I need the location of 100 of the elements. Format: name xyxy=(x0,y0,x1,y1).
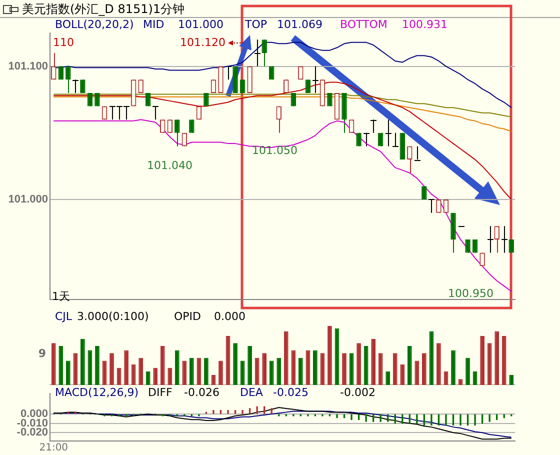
bar xyxy=(276,358,282,385)
bar xyxy=(110,353,114,385)
bar xyxy=(451,350,456,385)
bar xyxy=(182,360,187,385)
bar xyxy=(80,338,85,385)
candlestick xyxy=(276,106,282,134)
candlestick xyxy=(312,66,319,94)
bar xyxy=(414,360,420,385)
bar xyxy=(487,343,492,385)
text: MID xyxy=(143,18,164,31)
text: 0.000 xyxy=(214,310,246,323)
bar xyxy=(254,358,260,385)
candlestick xyxy=(284,79,289,94)
bar xyxy=(378,353,383,385)
candlestick xyxy=(152,106,159,120)
annotation: 110 xyxy=(53,36,74,49)
text: 9 xyxy=(38,346,46,360)
annotation: 101.050 xyxy=(252,144,298,157)
bar xyxy=(400,364,405,385)
chart-title: 美元指数(外汇_D 8151)1分钟 xyxy=(22,1,185,18)
bar xyxy=(509,374,514,385)
text: TOP xyxy=(244,18,268,31)
candlestick xyxy=(72,79,79,94)
bar xyxy=(371,338,376,385)
candlestick xyxy=(501,226,508,254)
bar xyxy=(66,360,70,385)
bar xyxy=(190,358,194,385)
annotation: DIFF xyxy=(148,386,172,399)
candlestick xyxy=(254,39,261,67)
y-tick-label: 101.000 xyxy=(8,194,48,206)
candlestick xyxy=(240,79,246,94)
bar xyxy=(502,336,506,385)
bar xyxy=(174,350,180,385)
bar xyxy=(422,353,426,385)
candlestick xyxy=(138,79,144,94)
bar xyxy=(298,358,303,385)
candlestick xyxy=(407,146,412,174)
candlestick xyxy=(363,132,370,147)
bar xyxy=(269,360,274,385)
bar xyxy=(328,326,332,385)
annotation: 101.040 xyxy=(147,158,192,172)
bar xyxy=(168,368,172,385)
bar xyxy=(494,331,500,385)
bar xyxy=(248,346,252,385)
candlestick xyxy=(80,79,86,94)
annotation: 101.120 xyxy=(180,36,226,49)
bar xyxy=(138,358,143,385)
text: BOTTOM xyxy=(340,18,388,31)
bar xyxy=(124,350,128,385)
text: 101.069 xyxy=(277,18,322,31)
candlestick xyxy=(494,226,500,254)
bar xyxy=(313,350,318,385)
bar xyxy=(386,371,390,385)
candlestick xyxy=(51,52,56,80)
bar xyxy=(480,336,484,385)
bar xyxy=(392,353,398,385)
bar xyxy=(146,371,150,385)
candlestick xyxy=(262,39,267,67)
bar xyxy=(58,346,64,385)
candlestick xyxy=(436,199,442,214)
bar xyxy=(51,343,56,385)
bar xyxy=(153,368,158,385)
bar xyxy=(262,353,267,385)
bar xyxy=(233,343,238,385)
text: BOLL(20,20,2) xyxy=(55,18,134,31)
y-tick-label: -0.020 xyxy=(16,426,48,439)
candlestick xyxy=(370,119,377,134)
y-tick-label: 101.100 xyxy=(8,60,48,72)
annotation: 100.950 xyxy=(448,286,494,300)
candlestick xyxy=(428,199,435,214)
bar xyxy=(342,353,346,385)
annotation: 1天 xyxy=(52,290,70,303)
annotation: -0.002 xyxy=(340,386,376,399)
candlestick xyxy=(392,132,399,147)
candlestick xyxy=(414,146,421,161)
bar xyxy=(407,346,412,385)
text: 3.000(0:100) xyxy=(77,310,149,323)
bar xyxy=(95,346,100,385)
bar xyxy=(291,350,296,385)
annotation: MACD(12,26,9) xyxy=(55,386,139,399)
candlestick xyxy=(487,226,494,254)
candlestick xyxy=(385,119,392,147)
bar xyxy=(284,331,288,385)
text: 100.931 xyxy=(402,18,448,31)
bar xyxy=(466,358,470,385)
x-tick-label: 21:00 xyxy=(39,442,68,454)
annotation: -0.025 xyxy=(273,386,308,399)
text: CJL xyxy=(55,310,73,323)
bar xyxy=(436,343,441,385)
bar xyxy=(204,358,208,385)
candlestick xyxy=(443,199,449,214)
candlestick xyxy=(305,79,311,94)
bar xyxy=(218,360,223,385)
annotation: -0.026 xyxy=(184,386,220,399)
annotation: DEA xyxy=(240,386,264,399)
candlestick xyxy=(210,79,216,94)
bar xyxy=(160,346,165,385)
text: OPID xyxy=(174,310,202,323)
candlestick xyxy=(174,119,180,147)
candlestick xyxy=(66,66,71,94)
